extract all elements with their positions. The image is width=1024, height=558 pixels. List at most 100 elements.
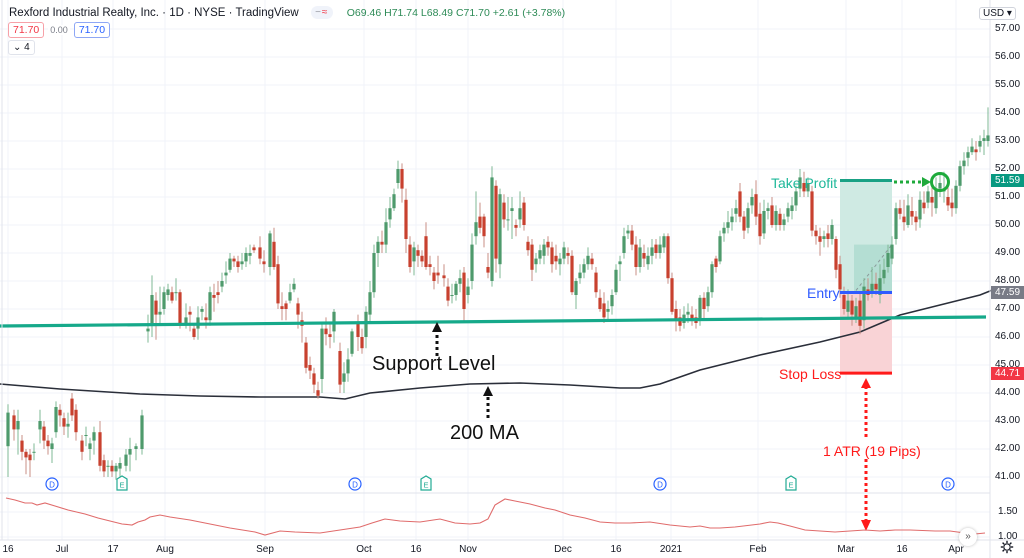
legend-toggle-icon[interactable]: − ≈ bbox=[310, 6, 333, 19]
candle-body bbox=[240, 261, 244, 265]
candle-body bbox=[134, 446, 138, 449]
candle-body bbox=[498, 194, 502, 265]
candle-body bbox=[84, 435, 88, 436]
buy-button[interactable]: 71.70 bbox=[73, 22, 111, 38]
price-tick-label: 54.00 bbox=[995, 107, 1021, 118]
candle-body bbox=[486, 267, 490, 273]
candle-body bbox=[878, 278, 882, 295]
candle-body bbox=[262, 261, 266, 265]
candle-body bbox=[890, 244, 894, 259]
earnings-icon-label: E bbox=[119, 481, 124, 490]
candle-body bbox=[388, 208, 392, 220]
sell-button[interactable]: 71.70 bbox=[8, 22, 45, 38]
candle-body bbox=[698, 297, 702, 321]
candle-body bbox=[618, 261, 622, 265]
candle-body bbox=[982, 138, 986, 141]
time-tick-label: 2021 bbox=[659, 544, 683, 555]
atr-tick-label: 1.50 bbox=[998, 506, 1018, 517]
dividend-icon[interactable] bbox=[348, 477, 362, 491]
candle-body bbox=[574, 281, 578, 295]
candle-body bbox=[424, 236, 428, 267]
scroll-to-realtime-button[interactable]: » bbox=[959, 528, 977, 546]
arrow-up-icon bbox=[861, 378, 871, 388]
candle-body bbox=[412, 247, 416, 262]
candle-body bbox=[404, 199, 408, 239]
candle-body bbox=[350, 331, 354, 354]
support-level-line[interactable] bbox=[0, 315, 987, 328]
candle-body bbox=[594, 272, 598, 293]
candle-body bbox=[12, 415, 16, 430]
earnings-icon[interactable] bbox=[785, 475, 797, 491]
candle-body bbox=[802, 183, 806, 192]
candle-body bbox=[710, 264, 714, 293]
candle-body bbox=[702, 297, 706, 309]
candle-body bbox=[38, 421, 42, 430]
candle-body bbox=[188, 311, 192, 315]
candle-body bbox=[958, 166, 962, 186]
stop-loss-label: Stop Loss bbox=[779, 366, 842, 382]
candle-body bbox=[490, 177, 494, 281]
candle-body bbox=[360, 337, 364, 349]
candle-body bbox=[910, 211, 914, 217]
candle-body bbox=[470, 244, 474, 281]
dividend-icon[interactable] bbox=[45, 477, 59, 491]
candle-body bbox=[794, 191, 798, 206]
candle-body bbox=[466, 286, 470, 295]
trade-buttons: 71.70 0.00 71.70 bbox=[8, 22, 111, 38]
candle-body bbox=[906, 205, 910, 225]
dividend-icon[interactable] bbox=[941, 477, 955, 491]
symbol-legend[interactable]: Rexford Industrial Realty, Inc. · 1D · N… bbox=[9, 6, 565, 19]
candle-body bbox=[420, 255, 424, 262]
candle-body bbox=[220, 281, 224, 287]
candle-body bbox=[42, 426, 46, 441]
candle-body bbox=[280, 306, 284, 309]
atr-line bbox=[5, 497, 986, 536]
ohlc-high: H71.74 bbox=[384, 6, 418, 19]
candle-body bbox=[534, 258, 538, 265]
candle-body bbox=[974, 149, 978, 153]
earnings-icon[interactable] bbox=[420, 475, 432, 491]
candle-body bbox=[638, 247, 642, 267]
candle-body bbox=[870, 283, 874, 293]
candle-body bbox=[212, 295, 216, 298]
candle-body bbox=[58, 409, 62, 416]
dividend-icon[interactable] bbox=[653, 477, 667, 491]
candle-body bbox=[826, 233, 830, 239]
arrow-right-icon bbox=[922, 177, 931, 187]
candle-body bbox=[666, 236, 670, 279]
candle-body bbox=[766, 208, 770, 211]
candle-body bbox=[236, 261, 240, 267]
ohlc-close: C71.70 bbox=[455, 6, 490, 19]
candle-body bbox=[54, 407, 58, 433]
settings-gear-icon[interactable] bbox=[1000, 540, 1014, 554]
price-tick-label: 44.00 bbox=[995, 387, 1021, 398]
ohlc-change: +2.61 (+3.78%) bbox=[492, 6, 566, 19]
candle-body bbox=[478, 216, 482, 228]
candle-body bbox=[436, 272, 440, 276]
candle-body bbox=[690, 314, 694, 321]
candle-body bbox=[312, 373, 316, 385]
dividend-icon-label: D bbox=[657, 481, 663, 490]
trade-lines[interactable] bbox=[840, 178, 892, 375]
price-tick-label: 56.00 bbox=[995, 51, 1021, 62]
dividend-icon-label: D bbox=[945, 481, 951, 490]
candle-body bbox=[174, 292, 178, 294]
candle-body bbox=[284, 303, 288, 309]
indicators-collapse-button[interactable]: ⌄ 4 bbox=[8, 40, 35, 55]
candle-body bbox=[986, 135, 990, 141]
candle-body bbox=[384, 222, 388, 245]
candle-body bbox=[678, 317, 682, 326]
support-line[interactable] bbox=[0, 315, 987, 328]
candle-body bbox=[124, 454, 128, 466]
candle-body bbox=[586, 255, 590, 265]
candle-body bbox=[926, 191, 930, 203]
currency-selector[interactable]: USD ▾ bbox=[979, 7, 1016, 20]
candle-body bbox=[834, 239, 838, 270]
candle-body bbox=[786, 208, 790, 217]
candle-body bbox=[626, 230, 630, 234]
earnings-icon[interactable] bbox=[116, 475, 128, 491]
candle-body bbox=[346, 359, 350, 374]
candle-body bbox=[258, 247, 262, 259]
